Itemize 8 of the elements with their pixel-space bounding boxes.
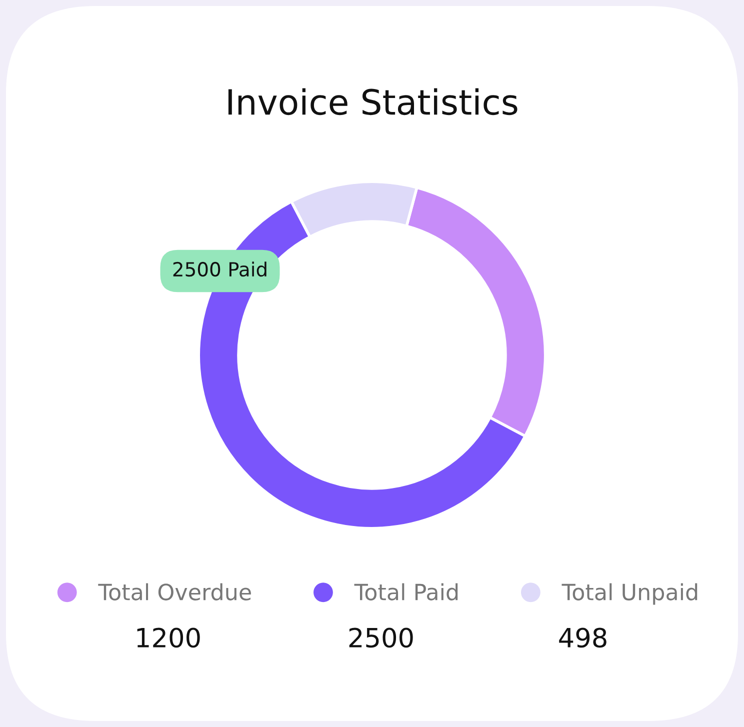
data-label: 498 [559, 628, 606, 648]
text: 2500 Paid [173, 262, 266, 277]
legend-label: Total Overdue [98, 583, 251, 600]
data-label: 2500 [349, 628, 413, 648]
legend-label: Total Unpaid [562, 583, 698, 605]
legend-label: Total Paid [354, 583, 458, 600]
data-label: 1200 [137, 628, 200, 648]
chart-title: Invoice Statistics [228, 88, 518, 116]
